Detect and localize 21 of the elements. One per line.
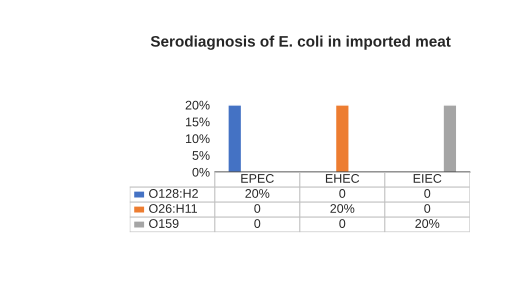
legend-label: O159	[149, 219, 178, 228]
y-tick-label: 0%	[192, 168, 210, 177]
data-label: 0	[424, 189, 430, 198]
y-tick-label: 15%	[186, 118, 210, 126]
x-tick-label: EHEC	[326, 174, 360, 183]
data-label: 20%	[330, 204, 354, 213]
legend-label: O26:H11	[149, 204, 198, 213]
data-label: 20%	[415, 219, 440, 228]
data-label: 0	[254, 204, 260, 213]
y-tick-label: 5%	[192, 151, 210, 160]
data-label: 0	[254, 219, 260, 228]
chart-title: Serodiagnosis of E. coli in imported meat	[150, 36, 451, 50]
x-tick-label: EIEC	[414, 174, 442, 183]
data-label: 0	[339, 189, 346, 198]
data-label: 0	[339, 219, 346, 228]
y-tick-label: 10%	[186, 134, 210, 144]
x-tick-label: EPEC	[241, 174, 274, 183]
y-tick-label: 20%	[186, 100, 210, 110]
legend-label: O128:H2	[149, 189, 198, 198]
data-label: 20%	[245, 189, 270, 198]
data-label: 0	[424, 204, 430, 213]
